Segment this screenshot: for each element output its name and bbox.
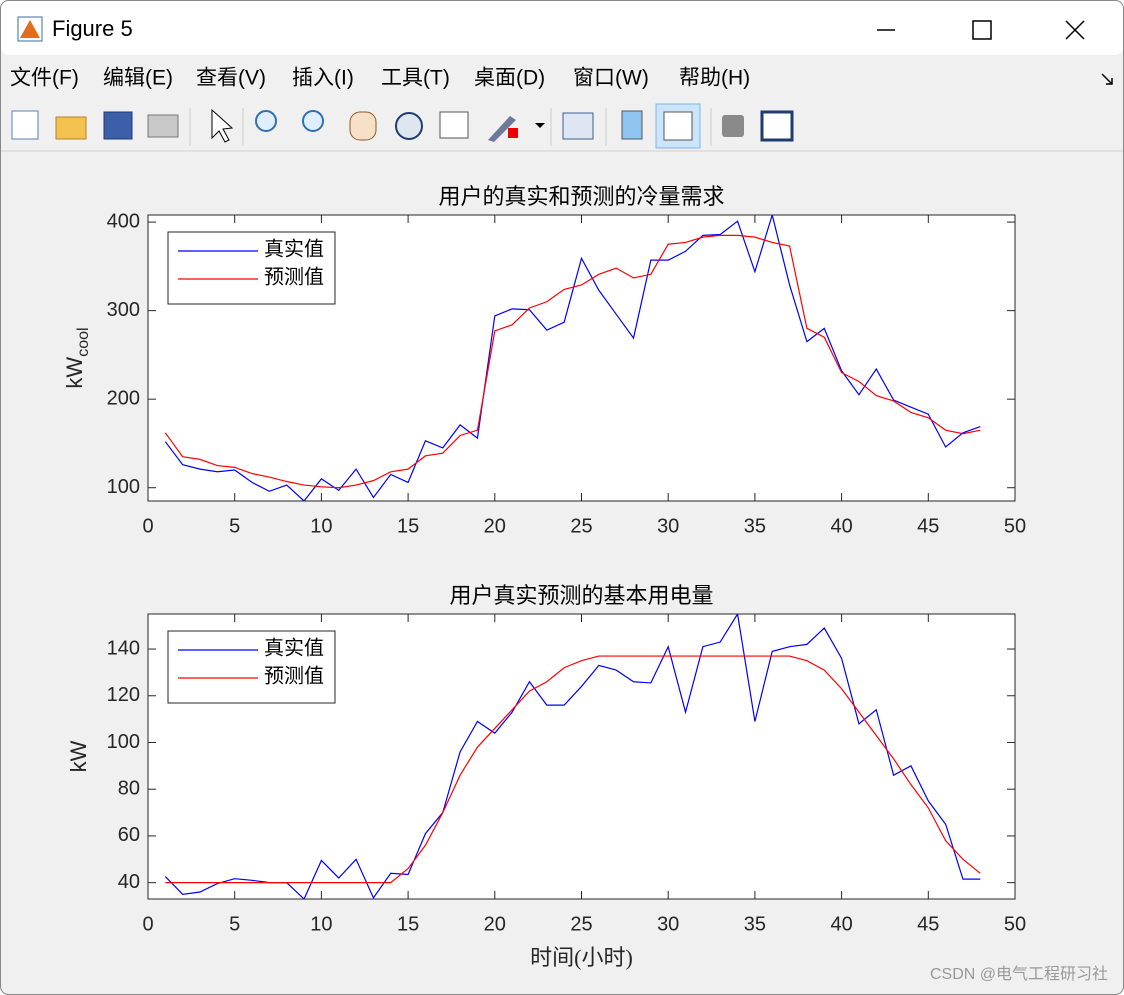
x-tick-label: 0 bbox=[142, 913, 153, 935]
menu-item[interactable]: 窗口(W) bbox=[573, 67, 649, 90]
close-button[interactable] bbox=[1065, 20, 1085, 40]
series-line bbox=[164, 215, 981, 501]
tool-zoom-out[interactable] bbox=[302, 110, 324, 132]
x-tick-label: 20 bbox=[484, 515, 506, 537]
legend-label: 真实值 bbox=[264, 238, 324, 261]
tool-hide[interactable] bbox=[722, 115, 744, 137]
tool-rotate[interactable] bbox=[395, 112, 423, 140]
y-tick-label: 80 bbox=[118, 777, 140, 799]
title-bar bbox=[1, 1, 1123, 55]
chart-title: 用户的真实和预测的冷量需求 bbox=[438, 184, 724, 209]
menu-item[interactable]: 桌面(D) bbox=[474, 67, 545, 90]
menu-item[interactable]: 文件(F) bbox=[10, 67, 79, 90]
tool-pointer[interactable] bbox=[211, 108, 234, 143]
tool-print[interactable] bbox=[147, 114, 179, 138]
axes-box bbox=[147, 214, 1016, 502]
legend-label: 预测值 bbox=[264, 665, 324, 688]
menu-item[interactable]: 帮助(H) bbox=[679, 67, 750, 90]
x-tick-label: 20 bbox=[484, 913, 506, 935]
series-line bbox=[164, 614, 981, 899]
maximize-button[interactable] bbox=[972, 20, 992, 40]
series-line bbox=[165, 655, 981, 884]
app-icon-peak bbox=[20, 20, 40, 38]
x-tick-label: 5 bbox=[229, 913, 240, 935]
legend-box bbox=[167, 231, 336, 305]
y-axis-label-main: kW bbox=[66, 740, 91, 772]
tool-colorbar[interactable] bbox=[621, 110, 643, 140]
y-axis-label: kW bbox=[66, 740, 91, 772]
y-tick-label: 100 bbox=[107, 731, 140, 753]
tool-brush-color bbox=[508, 128, 518, 138]
y-tick-label: 120 bbox=[107, 684, 140, 706]
x-tick-label: 15 bbox=[397, 913, 419, 935]
menu-item[interactable]: 编辑(E) bbox=[103, 67, 173, 90]
tool-pan[interactable] bbox=[349, 111, 377, 141]
watermark: CSDN @电气工程研习社 bbox=[930, 965, 1108, 983]
legend-label: 预测值 bbox=[264, 266, 324, 289]
menu-item[interactable]: 查看(V) bbox=[196, 67, 266, 90]
tool-legend[interactable] bbox=[663, 111, 693, 141]
menu-item[interactable]: 插入(I) bbox=[292, 67, 354, 90]
y-axis-label-main: kW bbox=[62, 357, 87, 389]
x-tick-label: 35 bbox=[744, 913, 766, 935]
x-tick-label: 50 bbox=[1004, 515, 1026, 537]
x-tick-label: 10 bbox=[310, 913, 332, 935]
axes-box bbox=[147, 613, 1016, 900]
y-tick-label: 60 bbox=[118, 824, 140, 846]
x-tick-label: 45 bbox=[917, 913, 939, 935]
dock-arrow[interactable] bbox=[1101, 73, 1113, 85]
x-tick-label: 10 bbox=[310, 515, 332, 537]
tool-brush[interactable] bbox=[488, 116, 516, 142]
x-tick-label: 25 bbox=[570, 515, 592, 537]
x-axis-label: 时间(小时) bbox=[530, 945, 633, 970]
x-tick-label: 45 bbox=[917, 515, 939, 537]
toolbar bbox=[11, 103, 794, 149]
y-tick-label: 40 bbox=[118, 871, 140, 893]
x-tick-label: 40 bbox=[830, 913, 852, 935]
x-tick-label: 50 bbox=[1004, 913, 1026, 935]
tool-dock[interactable] bbox=[760, 110, 794, 142]
y-tick-label: 200 bbox=[107, 387, 140, 409]
x-tick-label: 35 bbox=[744, 515, 766, 537]
x-tick-label: 0 bbox=[142, 515, 153, 537]
x-tick-label: 25 bbox=[570, 913, 592, 935]
y-axis-label-sub: cool bbox=[75, 327, 92, 356]
series-line bbox=[164, 234, 981, 489]
tool-new[interactable] bbox=[11, 110, 39, 140]
y-axis-label: kWcool bbox=[62, 327, 92, 388]
chart-title: 用户真实预测的基本用电量 bbox=[449, 583, 713, 608]
y-tick-label: 100 bbox=[107, 476, 140, 498]
x-tick-label: 15 bbox=[397, 515, 419, 537]
menu-item[interactable]: 工具(T) bbox=[381, 67, 450, 90]
tool-datatip[interactable] bbox=[439, 111, 469, 139]
y-tick-label: 300 bbox=[107, 299, 140, 321]
x-tick-label: 30 bbox=[657, 913, 679, 935]
menu-bar bbox=[1, 56, 1123, 101]
tool-save[interactable] bbox=[103, 111, 133, 140]
tool-zoom-in[interactable] bbox=[255, 110, 277, 132]
x-tick-label: 40 bbox=[830, 515, 852, 537]
x-tick-label: 5 bbox=[229, 515, 240, 537]
x-tick-label: 30 bbox=[657, 515, 679, 537]
tool-dropdown[interactable] bbox=[535, 123, 545, 128]
tool-link[interactable] bbox=[562, 112, 594, 140]
y-tick-label: 400 bbox=[107, 210, 140, 232]
window-title: Figure 5 bbox=[52, 16, 133, 41]
legend-box bbox=[167, 630, 336, 704]
legend-label: 真实值 bbox=[264, 637, 324, 660]
y-tick-label: 140 bbox=[107, 637, 140, 659]
tool-open[interactable] bbox=[55, 116, 87, 140]
